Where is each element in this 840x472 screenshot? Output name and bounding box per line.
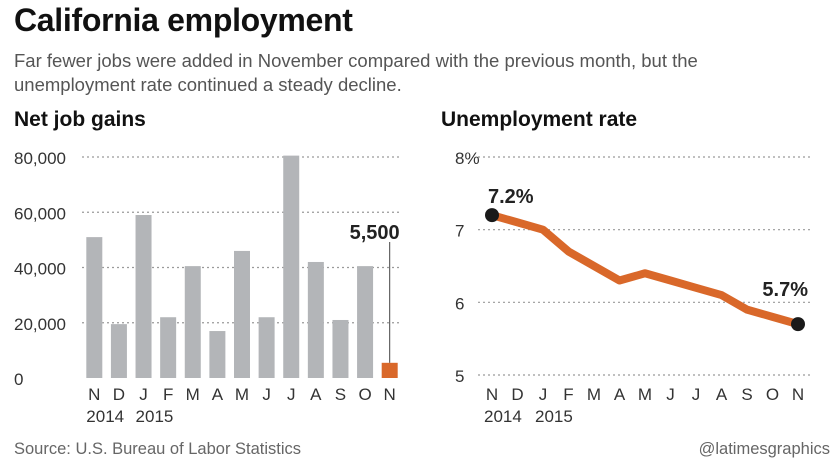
bar-x-tick-label: J	[262, 385, 271, 404]
line-year-label: 2015	[535, 407, 573, 426]
bar-x-tick-label: O	[358, 385, 371, 404]
bar	[283, 155, 300, 378]
bar-x-tick-label: A	[212, 385, 224, 404]
bar-y-tick-label: 80,000	[14, 149, 66, 168]
line-x-tick-label: N	[486, 385, 498, 404]
line-x-tick-label: A	[716, 385, 728, 404]
bar-y-tick-label: 60,000	[14, 204, 66, 223]
end-value-label: 5.7%	[762, 279, 808, 301]
bar-x-tick-label: N	[384, 385, 396, 404]
line-x-tick-label: D	[511, 385, 523, 404]
line-x-tick-label: S	[741, 385, 752, 404]
job-gains-panel-title: Net job gains	[14, 108, 146, 131]
bar-x-tick-label: M	[186, 385, 200, 404]
bar	[135, 215, 152, 378]
bar	[307, 261, 324, 378]
line-x-tick-label: J	[692, 385, 701, 404]
start-point-dot	[485, 208, 499, 223]
bar-x-tick-label: S	[335, 385, 346, 404]
bar	[234, 250, 250, 378]
chart-title: California employment	[14, 2, 353, 38]
source-note: Source: U.S. Bureau of Labor Statistics	[14, 440, 302, 458]
bar-year-label: 2014	[86, 407, 124, 426]
bar-x-tick-label: D	[113, 385, 125, 404]
end-point-dot	[791, 317, 805, 332]
line-x-tick-label: J	[539, 385, 548, 404]
line-x-tick-label: A	[614, 385, 626, 404]
bar-y-tick-label: 0	[14, 370, 23, 389]
bar-x-tick-label: J	[139, 385, 148, 404]
line-y-tick-label: 8%	[455, 149, 480, 168]
bar-x-tick-label: J	[287, 385, 296, 404]
credit-note: @latimesgraphics	[698, 440, 830, 458]
chart-subtitle: Far fewer jobs were added in November co…	[14, 50, 698, 95]
line-year-label: 2014	[484, 407, 522, 426]
line-x-tick-label: M	[587, 385, 601, 404]
bar-y-tick-label: 40,000	[14, 260, 66, 279]
start-value-label: 7.2%	[488, 186, 534, 208]
bar	[209, 331, 226, 378]
bar-x-tick-label: N	[88, 385, 100, 404]
bar	[258, 317, 275, 378]
bar	[357, 266, 374, 378]
bar	[160, 317, 177, 378]
bar-year-label: 2015	[136, 407, 174, 426]
bar	[86, 237, 103, 378]
line-x-tick-label: N	[792, 385, 804, 404]
line-x-tick-label: F	[563, 385, 573, 404]
unemployment-panel-title: Unemployment rate	[441, 108, 638, 131]
line-y-tick-label: 7	[455, 222, 464, 241]
bar-x-tick-label: F	[163, 385, 173, 404]
bar	[110, 324, 127, 378]
line-x-tick-label: J	[666, 385, 675, 404]
unemployment-series-line	[488, 211, 802, 329]
line-x-tick-label: M	[638, 385, 652, 404]
line-x-tick-label: O	[766, 385, 779, 404]
bar	[381, 362, 398, 378]
line-y-tick-label: 6	[455, 294, 464, 313]
bar-y-tick-label: 20,000	[14, 315, 66, 334]
bar	[184, 266, 201, 378]
bar	[332, 319, 349, 378]
bar-highlight-label: 5,500	[350, 222, 400, 244]
line-y-tick-label: 5	[455, 367, 464, 386]
bar-x-tick-label: M	[235, 385, 249, 404]
bar-x-tick-label: A	[310, 385, 322, 404]
